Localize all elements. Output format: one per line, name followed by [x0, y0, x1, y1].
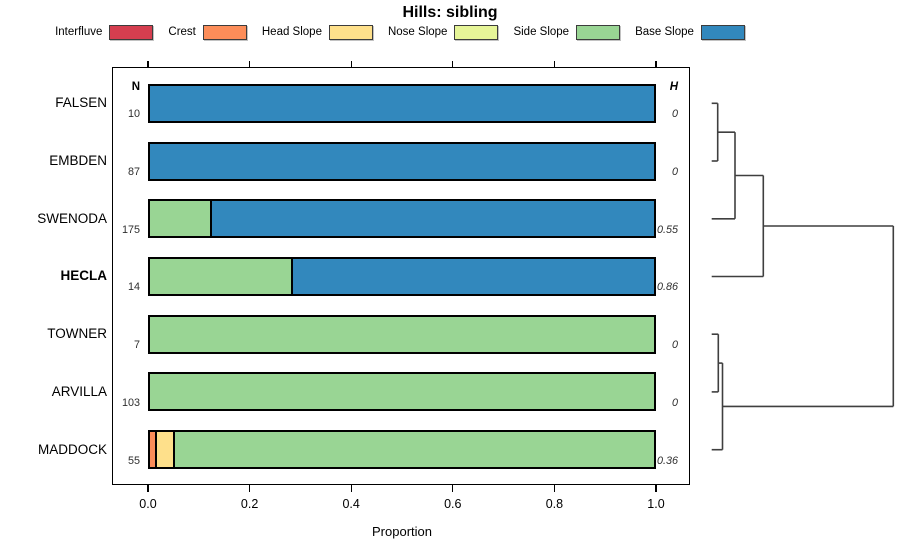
x-tick-top — [655, 60, 657, 67]
n-column-header: N — [131, 81, 140, 93]
legend-label: Side Slope — [513, 26, 570, 38]
row-label-embden: EMBDEN — [49, 153, 107, 169]
legend-swatch — [328, 24, 373, 40]
legend: Interfluve Crest Head Slope Nose Slope Side … — [0, 23, 800, 41]
bar-segment-side-slope — [148, 256, 294, 296]
h-value-arvilla: 0 — [671, 396, 678, 409]
x-tick-label: 0.4 — [342, 497, 360, 511]
row-label-falsen: FALSEN — [55, 95, 107, 111]
legend-item-head-slope: Head Slope — [261, 24, 373, 40]
bar-hecla — [148, 256, 656, 296]
bar-segment-side-slope — [173, 430, 656, 470]
h-value-swenoda: 0.55 — [656, 223, 678, 236]
x-tick-label: 0.2 — [240, 497, 259, 511]
bar-maddock — [148, 430, 656, 470]
n-value-maddock: 55 — [127, 454, 140, 467]
bar-segment-base-slope — [210, 199, 656, 239]
bar-falsen — [148, 83, 656, 123]
x-tick-label: 0.8 — [545, 497, 564, 511]
bar-segment-head-slope — [155, 430, 176, 470]
legend-label: Head Slope — [261, 26, 322, 38]
bar-segment-base-slope — [291, 256, 656, 296]
h-value-maddock: 0.36 — [656, 454, 678, 467]
bar-towner — [148, 314, 656, 354]
x-axis-title: Proportion — [372, 524, 432, 539]
legend-item-base-slope: Base Slope — [635, 24, 745, 40]
bar-arvilla — [148, 372, 656, 412]
x-tick-bottom — [655, 485, 657, 492]
x-tick-top — [553, 60, 556, 67]
legend-item-crest: Crest — [168, 24, 247, 40]
h-value-hecla: 0.86 — [656, 281, 678, 294]
n-value-swenoda: 175 — [121, 223, 140, 236]
n-value-falsen: 10 — [127, 108, 140, 121]
x-tick-label: 0.6 — [444, 497, 462, 511]
h-column-header: H — [669, 81, 678, 93]
legend-item-nose-slope: Nose Slope — [387, 24, 499, 40]
legend-swatch — [109, 24, 154, 40]
bar-segment-side-slope — [148, 372, 656, 412]
h-value-falsen: 0 — [671, 108, 678, 121]
bar-segment-base-slope — [148, 83, 656, 123]
bar-embden — [148, 141, 656, 181]
row-label-maddock: MADDOCK — [37, 441, 107, 457]
legend-swatch — [202, 24, 247, 40]
row-label-hecla: HECLA — [60, 268, 108, 284]
x-tick-top — [452, 60, 454, 67]
x-tick-top — [350, 60, 352, 67]
legend-label: Crest — [168, 26, 196, 38]
legend-swatch — [454, 24, 499, 40]
n-value-hecla: 14 — [127, 281, 140, 294]
chart-title: Hills: sibling — [402, 4, 498, 21]
n-value-embden: 87 — [127, 166, 140, 179]
h-value-towner: 0 — [671, 339, 678, 352]
row-label-arvilla: ARVILLA — [51, 383, 107, 399]
x-tick-label: 0.0 — [139, 497, 157, 511]
x-tick-bottom — [248, 485, 251, 492]
x-tick-label: 1.0 — [647, 497, 665, 511]
x-tick-bottom — [350, 485, 352, 492]
n-value-arvilla: 103 — [121, 396, 140, 409]
legend-item-side-slope: Side Slope — [513, 24, 621, 40]
x-tick-bottom — [147, 485, 149, 492]
row-label-swenoda: SWENODA — [37, 210, 107, 226]
n-value-towner: 7 — [133, 339, 140, 352]
h-value-embden: 0 — [671, 166, 678, 179]
bar-segment-side-slope — [148, 199, 212, 239]
bar-segment-base-slope — [148, 141, 656, 181]
legend-label: Nose Slope — [387, 26, 448, 38]
x-tick-top — [248, 60, 251, 67]
bar-swenoda — [148, 199, 656, 239]
x-tick-bottom — [553, 485, 556, 492]
legend-label: Interfluve — [55, 26, 103, 38]
legend-swatch — [576, 24, 621, 40]
legend-label: Base Slope — [635, 26, 694, 38]
bar-segment-side-slope — [148, 314, 656, 354]
x-tick-top — [147, 60, 149, 67]
x-tick-bottom — [452, 485, 454, 492]
legend-swatch — [700, 24, 745, 40]
legend-item-interfluve: Interfluve — [55, 24, 154, 40]
row-label-towner: TOWNER — [47, 326, 107, 342]
